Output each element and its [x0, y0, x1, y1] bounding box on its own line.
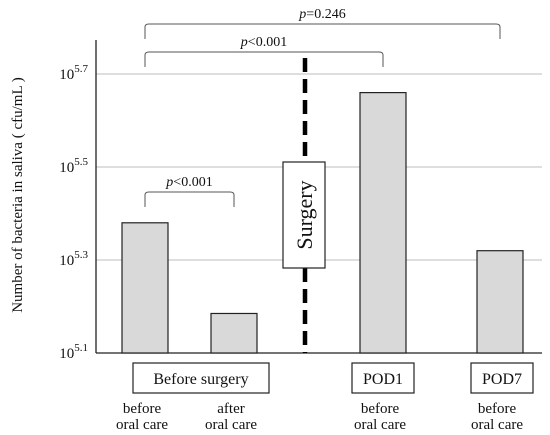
- bar-label-line1: before: [478, 401, 517, 417]
- bar: [121, 222, 169, 354]
- bar-label-line2: oral care: [354, 417, 406, 433]
- bar-label-line2: oral care: [205, 417, 257, 433]
- divider-label: Surgery: [292, 180, 317, 249]
- y-tick-labels: 105.7 105.5 105.3 105.1: [59, 63, 88, 362]
- group-label: POD7: [482, 371, 522, 388]
- group-label-box: [351, 362, 415, 394]
- divider-label-box: [282, 161, 326, 269]
- y-tick-label: 105.3: [59, 249, 88, 269]
- group-label-box: [132, 362, 270, 394]
- bar: [359, 91, 407, 354]
- bar-label-line2: oral care: [471, 417, 523, 433]
- bar-label-line1: after: [217, 401, 244, 417]
- significance-brackets: p=0.246 p<0.001 p<0.001: [144, 7, 501, 207]
- bracket: [144, 191, 235, 207]
- group-label: Before surgery: [153, 371, 248, 388]
- surgery-divider: Surgery: [282, 58, 326, 353]
- bars: [121, 91, 524, 354]
- bar: [476, 250, 524, 354]
- group-labels: Before surgery POD1 POD7: [132, 362, 534, 394]
- y-tick-label: 105.5: [59, 156, 88, 176]
- bar: [210, 312, 258, 354]
- y-tick-label: 105.1: [59, 342, 88, 362]
- p-value-label: p<0.001: [240, 35, 287, 50]
- bracket: [144, 51, 384, 67]
- y-tick-label: 105.7: [59, 63, 88, 83]
- bar-label-line1: before: [123, 401, 162, 417]
- group-label: POD1: [363, 371, 403, 388]
- group-label-box: [470, 362, 534, 394]
- p-value-label: p<0.001: [165, 175, 212, 190]
- p-value-label: p=0.246: [298, 7, 345, 22]
- bar-label-line1: before: [361, 401, 400, 417]
- bracket: [144, 23, 501, 39]
- bar-label-line2: oral care: [116, 417, 168, 433]
- y-axis-label: Number of bacteria in saliva ( cfu/mL ): [10, 77, 26, 313]
